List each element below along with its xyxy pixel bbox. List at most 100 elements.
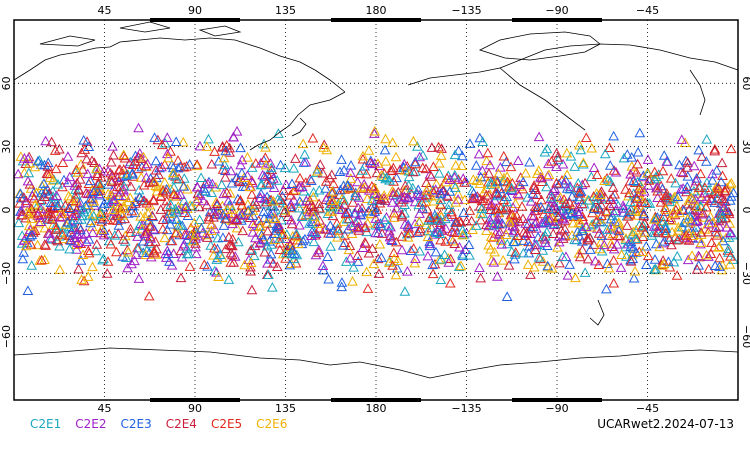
occultation-marker [569, 234, 580, 245]
occultation-marker [269, 213, 281, 223]
occultation-marker [363, 247, 375, 258]
occultation-marker [495, 202, 507, 213]
occultation-marker [579, 177, 591, 188]
occultation-marker [226, 177, 238, 188]
occultation-marker [456, 150, 468, 161]
occultation-marker [353, 192, 365, 202]
occultation-marker [138, 195, 149, 206]
occultation-marker [674, 159, 685, 170]
occultation-marker [90, 245, 102, 256]
occultation-marker [599, 175, 610, 186]
occultation-marker [600, 206, 612, 217]
occultation-marker [553, 236, 565, 247]
occultation-marker [162, 248, 174, 259]
occultation-marker [702, 226, 714, 237]
occultation-marker [38, 206, 50, 216]
occultation-marker [471, 175, 483, 185]
occultation-marker [604, 194, 616, 205]
occultation-marker [85, 217, 96, 228]
occultation-marker [608, 254, 620, 265]
occultation-marker [109, 230, 121, 240]
occultation-marker [225, 239, 237, 250]
occultation-marker [435, 188, 446, 199]
occultation-marker [416, 190, 428, 201]
occultation-marker [331, 218, 343, 228]
occultation-marker [449, 169, 461, 180]
lon-tick-label-bottom: 45 [98, 402, 112, 415]
lat-tick-label-right: −30 [740, 262, 750, 285]
occultation-marker [248, 250, 260, 261]
occultation-marker [327, 201, 338, 212]
occultation-marker [390, 236, 402, 247]
occultation-marker [687, 230, 699, 240]
occultation-marker [306, 230, 317, 241]
occultation-marker [156, 161, 167, 172]
occultation-marker [430, 246, 442, 257]
occultation-marker [483, 239, 495, 250]
occultation-marker [396, 192, 407, 202]
occultation-marker [135, 153, 147, 163]
occultation-marker [440, 176, 452, 187]
occultation-marker [198, 259, 210, 269]
occultation-marker [376, 169, 387, 180]
occultation-marker [691, 221, 702, 232]
occultation-marker [298, 157, 310, 167]
occultation-marker [410, 166, 421, 176]
occultation-marker [369, 128, 380, 138]
occultation-marker [357, 150, 369, 161]
occultation-marker [681, 162, 693, 172]
occultation-marker [118, 202, 130, 213]
occultation-marker [59, 200, 71, 210]
occultation-marker [599, 148, 611, 159]
occultation-marker [490, 175, 502, 186]
lon-tick-label-top: 180 [366, 4, 387, 17]
occultation-marker [690, 215, 702, 226]
occultation-marker [388, 212, 400, 222]
occultation-marker [639, 227, 650, 237]
occultation-marker [444, 277, 456, 288]
occultation-marker [435, 150, 447, 160]
occultation-marker [95, 179, 106, 190]
occultation-marker [206, 158, 218, 169]
occultation-marker [489, 178, 501, 189]
north-america-north [499, 43, 739, 71]
occultation-marker [73, 263, 84, 274]
occultation-marker [149, 224, 160, 235]
occultation-marker [203, 213, 215, 224]
occultation-marker [703, 263, 715, 274]
occultation-marker [246, 243, 258, 254]
occultation-marker [45, 197, 57, 208]
occultation-marker [453, 261, 465, 271]
occultation-marker [624, 175, 636, 186]
occultation-marker [80, 187, 92, 198]
occultation-marker [223, 231, 235, 242]
occultation-marker [574, 251, 586, 262]
occultation-marker [541, 181, 552, 192]
occultation-marker [608, 277, 620, 288]
occultation-marker [610, 205, 622, 216]
occultation-marker [38, 178, 50, 188]
occultation-marker [693, 144, 705, 155]
occultation-marker [387, 197, 398, 207]
occultation-marker [78, 134, 90, 145]
occultation-marker [117, 191, 129, 202]
occultation-marker [182, 210, 194, 221]
occultation-marker [108, 194, 120, 204]
occultation-marker [542, 260, 554, 271]
occultation-marker [307, 201, 319, 211]
occultation-marker [206, 178, 218, 189]
occultation-marker [630, 233, 642, 244]
occultation-marker [620, 184, 631, 194]
north-america-west [499, 67, 586, 131]
occultation-marker [583, 194, 595, 205]
occultation-marker [133, 122, 144, 133]
occultation-marker [47, 191, 59, 201]
occultation-marker [610, 166, 622, 177]
occultation-marker [57, 228, 68, 239]
occultation-marker [369, 188, 380, 198]
occultation-marker [508, 236, 520, 247]
occultation-marker [578, 158, 589, 169]
occultation-marker [566, 191, 578, 201]
occultation-marker [296, 181, 308, 191]
occultation-marker [161, 224, 173, 235]
